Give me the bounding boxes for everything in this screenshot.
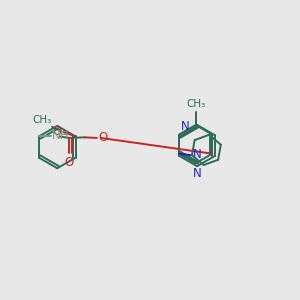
Text: NH: NH (52, 129, 70, 142)
Text: CH₃: CH₃ (186, 99, 205, 109)
Text: CH₃: CH₃ (32, 115, 52, 125)
Text: O: O (52, 125, 61, 138)
Text: N: N (181, 120, 190, 133)
Text: N: N (193, 148, 201, 161)
Text: O: O (64, 156, 74, 169)
Text: O: O (98, 131, 107, 144)
Text: N: N (192, 167, 201, 180)
